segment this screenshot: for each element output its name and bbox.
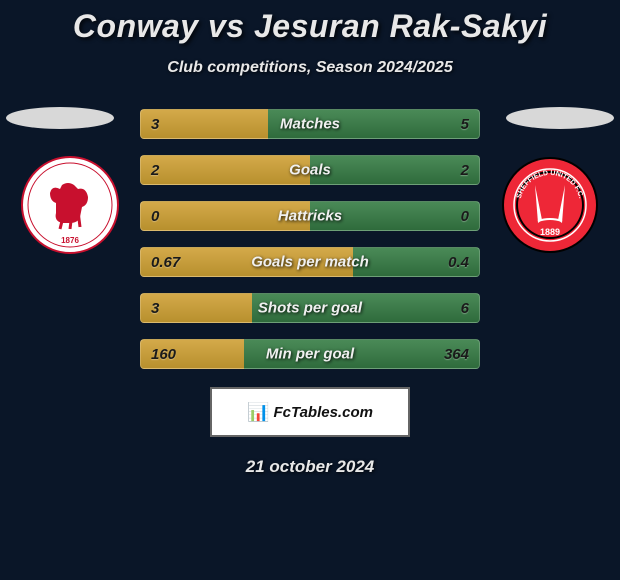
stat-value-left: 0 bbox=[151, 208, 159, 225]
stat-value-left: 2 bbox=[151, 162, 159, 179]
chart-icon: 📊 bbox=[247, 402, 269, 423]
stat-row: 0.67 0.4 Goals per match bbox=[140, 247, 480, 277]
stat-value-left: 3 bbox=[151, 116, 159, 133]
attribution-label: FcTables.com bbox=[273, 404, 372, 421]
stat-value-right: 0.4 bbox=[448, 254, 469, 271]
stat-label: Goals per match bbox=[251, 254, 369, 271]
comparison-card: Conway vs Jesuran Rak-Sakyi Club competi… bbox=[0, 0, 620, 477]
player-left-ellipse bbox=[6, 107, 114, 129]
stat-bar-right: 0.4 bbox=[353, 247, 481, 277]
stat-row: 2 2 Goals bbox=[140, 155, 480, 185]
stat-value-left: 0.67 bbox=[151, 254, 180, 271]
stat-bar-left: 2 bbox=[140, 155, 310, 185]
snapshot-date: 21 october 2024 bbox=[0, 457, 620, 477]
middlesbrough-crest-icon: 1876 bbox=[20, 155, 120, 255]
club-crest-left: 1876 bbox=[20, 155, 120, 255]
stat-value-right: 5 bbox=[461, 116, 469, 133]
stat-value-left: 160 bbox=[151, 346, 176, 363]
player-right-ellipse bbox=[506, 107, 614, 129]
stat-bar-right: 2 bbox=[310, 155, 480, 185]
stat-row: 160 364 Min per goal bbox=[140, 339, 480, 369]
stat-bar-left: 3 bbox=[140, 293, 252, 323]
stat-label: Hattricks bbox=[278, 208, 342, 225]
sheffield-united-crest-icon: SHEFFIELD UNITED F.C. 1889 bbox=[500, 155, 600, 255]
attribution-text: 📊 FcTables.com bbox=[247, 402, 373, 423]
stat-row: 3 5 Matches bbox=[140, 109, 480, 139]
stat-bars: 3 5 Matches 2 2 Goals 0 0 Hattricks 0.67 0.4 Goals … bbox=[140, 109, 480, 385]
stat-label: Shots per goal bbox=[258, 300, 362, 317]
svg-text:1876: 1876 bbox=[61, 236, 79, 245]
stat-label: Matches bbox=[280, 116, 340, 133]
stat-bar-left: 3 bbox=[140, 109, 268, 139]
stat-value-left: 3 bbox=[151, 300, 159, 317]
stat-row: 3 6 Shots per goal bbox=[140, 293, 480, 323]
page-title: Conway vs Jesuran Rak-Sakyi bbox=[0, 8, 620, 45]
stat-value-right: 364 bbox=[444, 346, 469, 363]
stats-area: 1876 SHEFFIELD UNITED F.C. 1889 3 5 Matche… bbox=[0, 109, 620, 369]
svg-text:1889: 1889 bbox=[540, 227, 560, 237]
stat-value-right: 6 bbox=[461, 300, 469, 317]
stat-value-right: 2 bbox=[461, 162, 469, 179]
page-subtitle: Club competitions, Season 2024/2025 bbox=[0, 59, 620, 77]
attribution-box[interactable]: 📊 FcTables.com bbox=[210, 387, 410, 437]
stat-value-right: 0 bbox=[461, 208, 469, 225]
stat-bar-left: 160 bbox=[140, 339, 244, 369]
stat-label: Min per goal bbox=[266, 346, 354, 363]
stat-row: 0 0 Hattricks bbox=[140, 201, 480, 231]
club-crest-right: SHEFFIELD UNITED F.C. 1889 bbox=[500, 155, 600, 255]
stat-label: Goals bbox=[289, 162, 331, 179]
